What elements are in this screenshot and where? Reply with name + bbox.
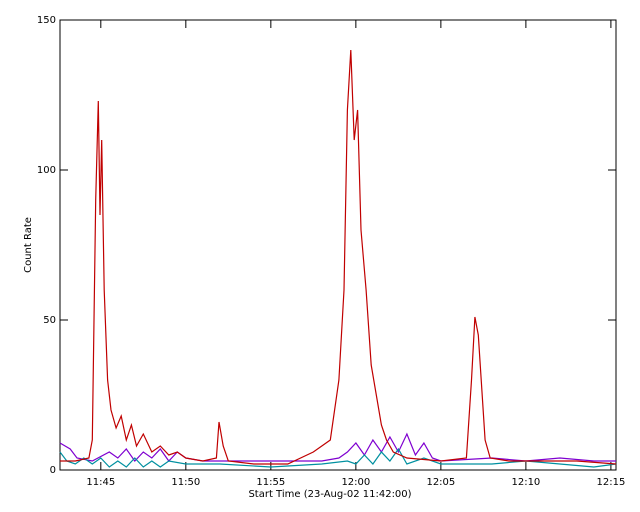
series-line: [60, 49, 617, 465]
x-tick-label: 11:55: [256, 477, 285, 488]
x-tick-label: 11:50: [171, 477, 200, 488]
x-tick-label: 12:15: [596, 477, 625, 488]
y-tick-label: 150: [37, 15, 56, 26]
y-tick-label: 0: [50, 465, 56, 476]
series-line: [59, 447, 617, 468]
x-axis-label: Start Time (23-Aug-02 11:42:00): [248, 489, 411, 500]
x-tick-label: 12:10: [511, 477, 540, 488]
x-tick-label: 11:45: [86, 477, 115, 488]
y-axis-label: Count Rate: [23, 217, 34, 273]
y-tick-label: 100: [37, 165, 56, 176]
plot-frame: [59, 19, 617, 471]
series-line: [59, 432, 616, 462]
x-tick-label: 12:05: [426, 477, 455, 488]
y-tick-label: 50: [43, 315, 56, 326]
x-tick-label: 12:00: [341, 477, 370, 488]
